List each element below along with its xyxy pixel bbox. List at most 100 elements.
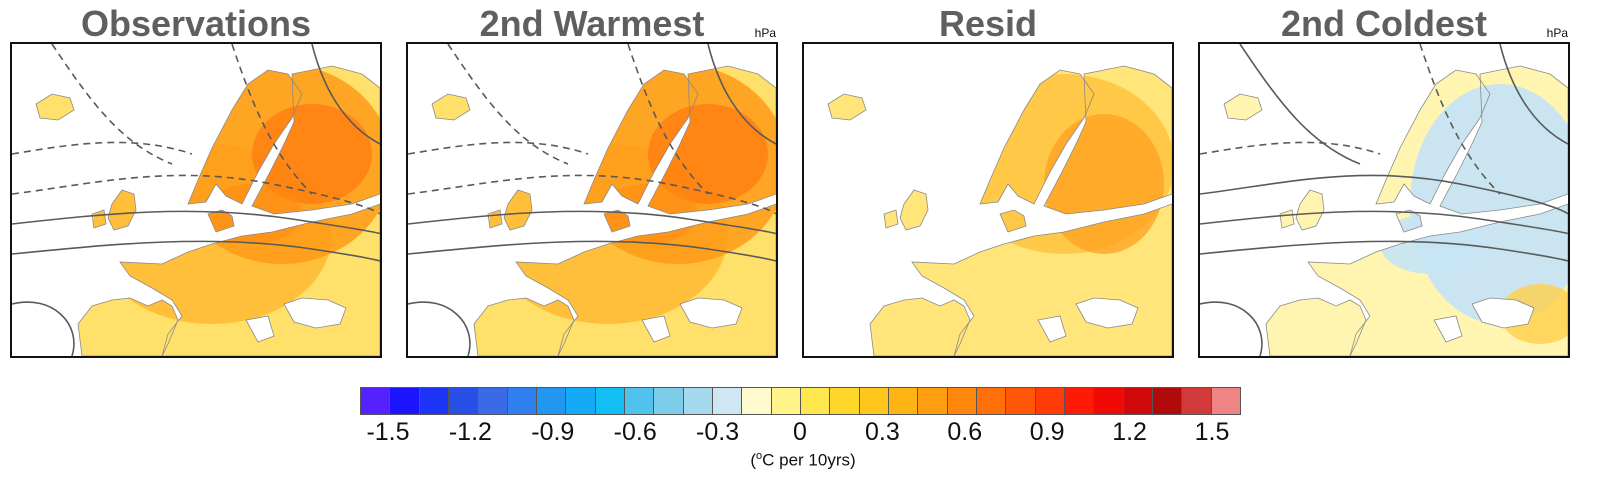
- coastline: [979, 69, 1095, 205]
- inland-sea: [1471, 297, 1535, 329]
- colorbar-swatch: [917, 387, 948, 415]
- pressure-contour: [1200, 210, 1568, 235]
- colorbar-swatch: [1122, 387, 1153, 415]
- colorbar-swatch: [682, 387, 713, 415]
- pressure-contour: [447, 44, 569, 165]
- colorbar-tick-label: 0.3: [865, 418, 900, 446]
- pressure-contour: [1200, 240, 1568, 264]
- colorbar-swatch: [506, 387, 537, 415]
- colorbar-swatch: [770, 387, 801, 415]
- pressure-contour: [1239, 44, 1361, 165]
- colorbar-swatch: [1064, 387, 1095, 415]
- coastline: [603, 209, 631, 233]
- pressure-contour: [408, 141, 589, 155]
- coastline: [899, 189, 929, 231]
- pressure-contour: [1419, 44, 1501, 195]
- coastline: [1279, 209, 1295, 229]
- coastline: [91, 209, 107, 229]
- colorbar-swatch: [1093, 387, 1124, 415]
- pressure-contour: [408, 301, 471, 356]
- colorbar-swatch: [1210, 387, 1241, 415]
- colorbar-swatch: [418, 387, 449, 415]
- colorbar-swatch: [448, 387, 479, 415]
- coastline: [647, 65, 776, 215]
- colorbar-swatch: [712, 387, 743, 415]
- colorbar-swatch: [976, 387, 1007, 415]
- unit-label: hPa: [754, 26, 776, 40]
- coastline: [1043, 65, 1172, 215]
- coastline: [1375, 69, 1491, 205]
- inland-sea: [245, 315, 275, 343]
- inland-sea: [641, 315, 671, 343]
- panel-observations: Observations: [10, 0, 382, 360]
- panel-title: 2nd Coldest: [1280, 3, 1487, 44]
- coastline: [77, 297, 179, 356]
- coastline: [251, 65, 380, 215]
- colorbar-tick-label: -1.2: [448, 418, 492, 446]
- panel-resid: Resid: [802, 0, 1174, 360]
- coastline: [1307, 203, 1568, 356]
- pressure-contour: [311, 44, 380, 145]
- pressure-contour: [12, 141, 193, 155]
- inland-sea: [1037, 315, 1067, 343]
- coastline: [1295, 189, 1325, 231]
- pressure-contour: [1499, 44, 1568, 145]
- pressure-contour: [12, 210, 380, 235]
- colorbar-tick-label: 1.5: [1194, 418, 1230, 446]
- pressure-contour: [1200, 301, 1263, 356]
- colorbar-swatch: [477, 387, 508, 415]
- coastline: [35, 93, 75, 121]
- panel-2nd-coldest: 2nd Coldest hPa: [1198, 0, 1570, 360]
- colorbar-swatch: [829, 387, 860, 415]
- colorbar-tick-label: -0.6: [613, 418, 657, 446]
- coastline: [431, 93, 471, 121]
- colorbar-tick-label: 0: [793, 418, 807, 446]
- pressure-contour: [51, 44, 173, 165]
- colorbar-swatch: [888, 387, 919, 415]
- map-2nd-coldest: [1198, 42, 1570, 358]
- panel-title: Observations: [80, 3, 312, 44]
- map-2nd-warmest: [406, 42, 778, 358]
- unit-label: hPa: [1546, 26, 1568, 40]
- coastline: [119, 203, 380, 356]
- colorbar-swatch: [653, 387, 684, 415]
- colorbar-tick-label: 1.2: [1112, 418, 1147, 446]
- pressure-contour: [1200, 174, 1568, 215]
- inland-sea: [1075, 297, 1139, 329]
- coastline: [1395, 209, 1423, 233]
- coastline: [869, 297, 971, 356]
- inland-sea: [1433, 315, 1463, 343]
- colorbar-tick-label: 0.9: [1029, 418, 1065, 446]
- colorbar: [360, 387, 1241, 417]
- colorbar-label: (oC per 10yrs): [750, 450, 856, 470]
- coastline: [911, 203, 1172, 356]
- pressure-contour: [12, 240, 380, 264]
- pressure-contour: [408, 240, 776, 264]
- colorbar-swatch: [858, 387, 889, 415]
- colorbar-swatch: [946, 387, 977, 415]
- coastline: [883, 209, 899, 229]
- coastline: [583, 69, 699, 205]
- colorbar-tick-label: -0.9: [531, 418, 575, 446]
- colorbar-tick-label: 0.6: [947, 418, 983, 446]
- colorbar-swatch: [594, 387, 625, 415]
- map-observations: [10, 42, 382, 358]
- coastline: [503, 189, 533, 231]
- inland-sea: [283, 297, 347, 329]
- coastline: [1439, 65, 1568, 215]
- pressure-contour: [12, 174, 380, 215]
- colorbar-swatch: [1005, 387, 1036, 415]
- coastline: [207, 209, 235, 233]
- panel-2nd-warmest: 2nd Warmest hPa: [406, 0, 778, 360]
- colorbar-tick-label: -0.3: [696, 418, 740, 446]
- pressure-contour: [408, 174, 776, 215]
- panel-title: 2nd Warmest: [479, 3, 705, 44]
- coastline: [1265, 297, 1367, 356]
- colorbar-swatch: [1034, 387, 1065, 415]
- colorbar-swatch: [360, 387, 391, 415]
- pressure-contour: [231, 44, 313, 195]
- pressure-contour: [707, 44, 776, 145]
- colorbar-tick-label: -1.5: [366, 418, 410, 446]
- coastline: [515, 203, 776, 356]
- colorbar-swatch: [1181, 387, 1212, 415]
